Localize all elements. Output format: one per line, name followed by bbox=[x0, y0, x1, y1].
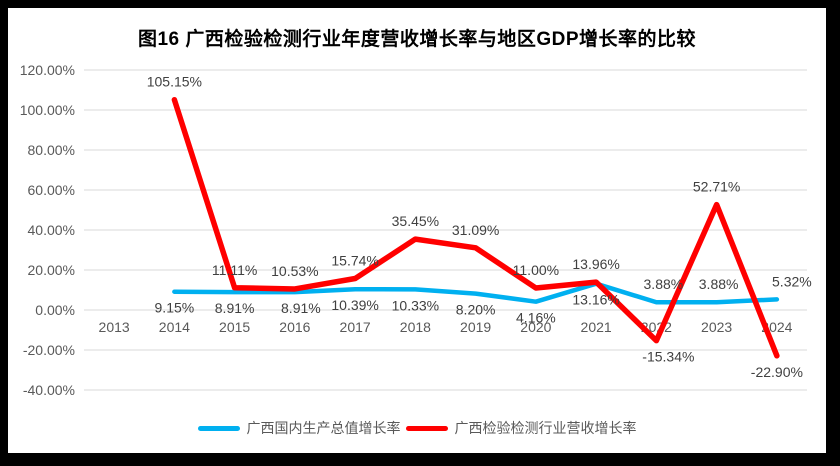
gdp-series-swatch bbox=[197, 425, 240, 431]
x-axis-tick-label: 2023 bbox=[701, 319, 732, 335]
data-label-revenue-2017: 15.74% bbox=[331, 253, 378, 269]
x-axis-tick-label: 2013 bbox=[99, 319, 130, 335]
x-axis-tick-label: 2017 bbox=[340, 319, 371, 335]
data-label-revenue-2022: -15.34% bbox=[642, 349, 694, 365]
data-label-gdp-2018: 10.33% bbox=[392, 297, 439, 313]
y-axis-tick-label: 100.00% bbox=[20, 102, 75, 118]
data-label-revenue-2018: 35.45% bbox=[392, 213, 439, 229]
data-label-gdp-2023: 3.88% bbox=[699, 276, 739, 292]
legend-item-gdp[interactable]: 广西国内生产总值增长率 bbox=[197, 418, 401, 438]
y-axis-tick-label: 80.00% bbox=[28, 142, 75, 158]
y-axis-tick-label: 20.00% bbox=[28, 262, 75, 278]
data-label-revenue-2019: 31.09% bbox=[452, 222, 499, 238]
data-label-gdp-2020: 4.16% bbox=[516, 310, 556, 326]
data-label-gdp-2024: 5.32% bbox=[772, 273, 812, 289]
legend-label-gdp: 广西国内生产总值增长率 bbox=[246, 420, 401, 436]
data-label-revenue-2020: 11.00% bbox=[513, 262, 559, 278]
x-axis-tick-label: 2014 bbox=[159, 319, 190, 335]
y-axis-tick-label: -20.00% bbox=[23, 342, 75, 358]
data-label-revenue-2021: 13.96% bbox=[572, 256, 619, 272]
data-label-gdp-2022: 3.88% bbox=[644, 276, 684, 292]
x-axis-tick-label: 2018 bbox=[400, 319, 431, 335]
data-label-revenue-2014: 105.15% bbox=[147, 74, 202, 90]
x-axis-tick-label: 2019 bbox=[460, 319, 491, 335]
chart-container: 图16 广西检验检测行业年度营收增长率与地区GDP增长率的比较 120.00% 1… bbox=[8, 8, 826, 453]
revenue-series-swatch bbox=[405, 425, 448, 431]
data-label-gdp-2015: 8.91% bbox=[215, 300, 255, 316]
x-axis-tick-label: 2020 bbox=[520, 319, 551, 335]
x-axis-tick-label: 2016 bbox=[279, 319, 310, 335]
data-label-gdp-2017: 10.39% bbox=[331, 297, 378, 313]
legend-label-revenue: 广西检验检测行业营收增长率 bbox=[454, 420, 637, 436]
data-label-gdp-2016: 8.91% bbox=[281, 300, 321, 316]
data-label-revenue-2015: 11.11% bbox=[212, 262, 257, 278]
data-label-revenue-2016: 10.53% bbox=[271, 263, 318, 279]
line-chart-plot-area: 120.00% 100.00% 80.00% 60.00% 40.00% 20.00% 0.… bbox=[20, 62, 812, 398]
y-axis-tick-label: 120.00% bbox=[20, 62, 75, 78]
data-label-revenue-2023: 52.71% bbox=[693, 179, 740, 195]
series-line-gdp[interactable] bbox=[172, 281, 780, 305]
y-axis-tick-label: 60.00% bbox=[28, 182, 75, 198]
x-axis-tick-label: 2015 bbox=[219, 319, 250, 335]
data-label-gdp-2021: 13.16% bbox=[572, 292, 619, 308]
series-line-revenue[interactable] bbox=[171, 96, 780, 359]
data-label-revenue-2024: -22.90% bbox=[751, 364, 803, 380]
chart-legend: 广西国内生产总值增长率 广西检验检测行业营收增长率 bbox=[8, 418, 826, 438]
data-label-gdp-2019: 8.20% bbox=[456, 302, 496, 318]
legend-item-revenue[interactable]: 广西检验检测行业营收增长率 bbox=[405, 418, 637, 438]
y-axis-tick-label: 40.00% bbox=[28, 222, 75, 238]
y-axis-tick-label: 0.00% bbox=[35, 302, 75, 318]
chart-title: 图16 广西检验检测行业年度营收增长率与地区GDP增长率的比较 bbox=[137, 29, 697, 50]
x-axis-tick-label: 2021 bbox=[581, 319, 612, 335]
data-label-gdp-2014: 9.15% bbox=[155, 300, 195, 316]
y-axis-tick-label: -40.00% bbox=[23, 382, 75, 398]
